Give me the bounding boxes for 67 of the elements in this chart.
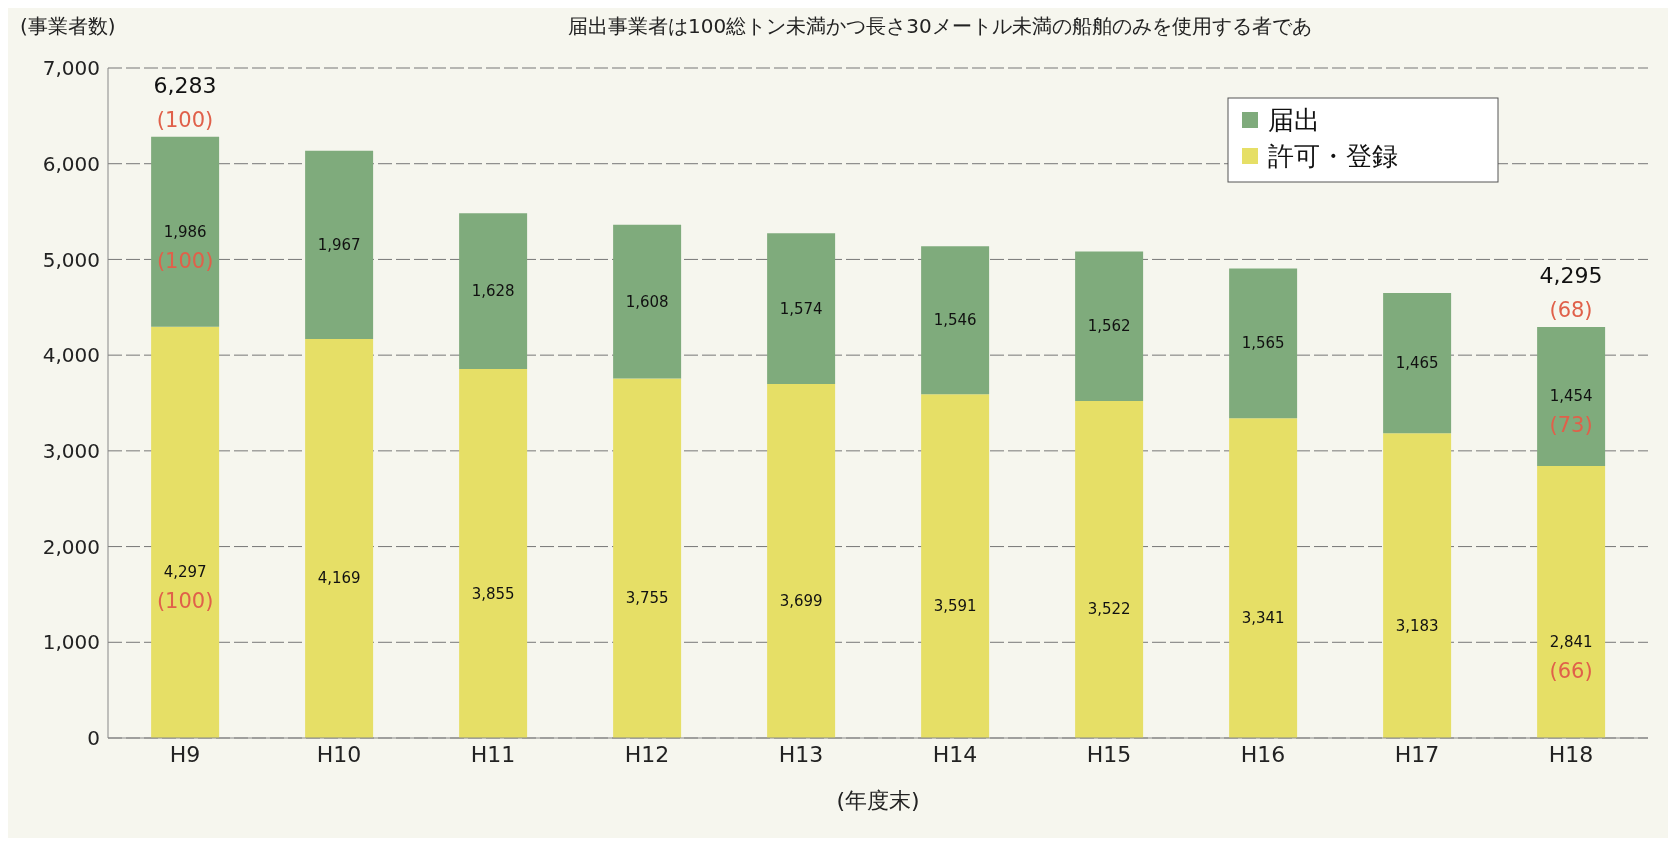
y-tick-label: 4,000	[42, 343, 100, 368]
bar	[921, 394, 990, 738]
bar	[305, 150, 374, 339]
data-label: 1,562	[1087, 316, 1131, 335]
x-tick-label: H15	[1086, 741, 1132, 767]
legend-label: 届出	[1268, 104, 1320, 135]
data-label: 3,591	[933, 596, 977, 615]
bar	[1229, 418, 1298, 738]
data-label: 3,755	[625, 588, 669, 607]
data-label: 1,608	[625, 292, 669, 311]
total-label: 6,283	[153, 72, 217, 98]
data-label: 1,574	[779, 299, 823, 318]
chart-subtitle: 届出事業者は100総トン未満かつ長さ30メートル未満の船舶のみを使用する者であ	[568, 14, 1312, 38]
data-label: 2,841 (66)	[1549, 632, 1593, 684]
bar	[459, 213, 528, 370]
x-axis-title: (年度末)	[836, 788, 920, 813]
bar	[1383, 293, 1452, 434]
bar	[767, 233, 836, 384]
x-tick-label: H17	[1394, 741, 1440, 767]
bar	[767, 383, 836, 738]
x-tick-label: H11	[470, 741, 516, 767]
bar	[1537, 466, 1606, 738]
data-label: 1,628	[471, 281, 515, 300]
bar	[1229, 268, 1298, 419]
y-axis-title: (事業者数)	[20, 14, 116, 38]
y-tick-label: 5,000	[42, 247, 100, 272]
annotation: (68)	[1549, 297, 1593, 322]
bar	[1075, 251, 1144, 401]
data-label: 4,297 (100)	[156, 562, 214, 614]
bar	[613, 378, 682, 738]
data-label: 3,855	[471, 584, 515, 603]
x-tick-label: H14	[932, 741, 978, 767]
data-label: 1,986 (100)	[156, 222, 214, 273]
bar	[151, 326, 220, 738]
bar	[305, 338, 374, 738]
y-tick-label: 1,000	[42, 630, 100, 655]
data-label: 3,522	[1087, 599, 1131, 618]
data-label: 4,169	[317, 568, 361, 587]
x-tick-label: H12	[624, 741, 670, 767]
bar	[459, 369, 528, 738]
data-label: 3,341	[1241, 608, 1285, 627]
data-label: 1,465	[1395, 353, 1439, 372]
data-label: 1,967	[317, 235, 361, 254]
annotation: (100)	[156, 107, 214, 132]
bar	[151, 136, 220, 327]
data-label: 3,699	[779, 591, 823, 610]
y-tick-label: 0	[87, 726, 100, 751]
data-label: 1,454 (73)	[1549, 386, 1593, 438]
x-tick-label: H9	[169, 741, 201, 767]
x-tick-label: H13	[778, 741, 824, 767]
x-tick-label: H18	[1548, 741, 1594, 767]
y-tick-label: 6,000	[42, 151, 100, 176]
data-label: 1,546	[933, 310, 977, 329]
bar	[921, 246, 990, 395]
total-label: 4,295	[1539, 262, 1603, 288]
x-tick-label: H16	[1240, 741, 1286, 767]
bar	[613, 224, 682, 379]
y-tick-label: 7,000	[42, 56, 100, 81]
y-tick-label: 2,000	[42, 534, 100, 559]
bar	[1075, 400, 1144, 738]
data-label: 1,565	[1241, 333, 1285, 352]
x-tick-label: H10	[316, 741, 362, 767]
legend-label: 許可・登録	[1268, 140, 1398, 171]
bar	[1383, 433, 1452, 738]
y-tick-label: 3,000	[42, 438, 100, 463]
bar	[1537, 326, 1606, 467]
data-label: 3,183	[1395, 616, 1439, 635]
